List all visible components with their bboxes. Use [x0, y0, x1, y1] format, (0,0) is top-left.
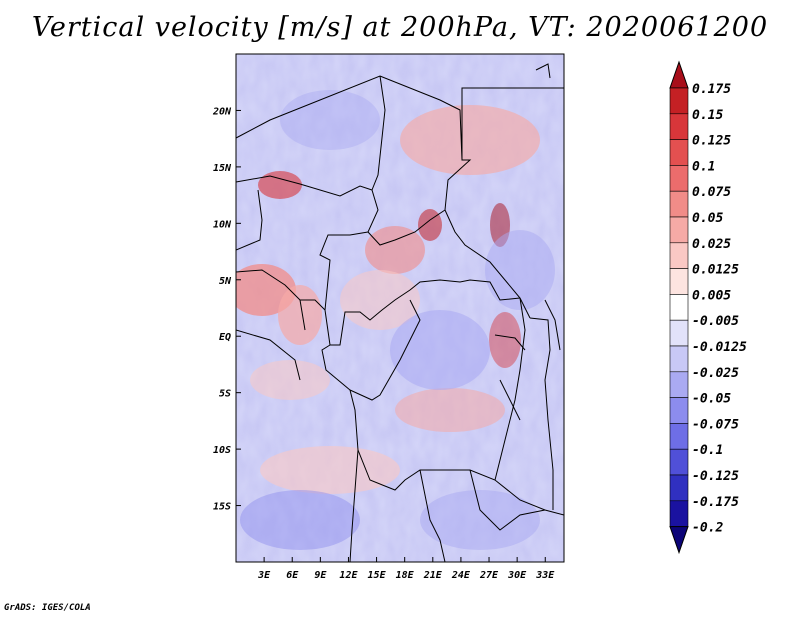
- lat-tick-label: 15S: [213, 502, 231, 513]
- footer-credit: GrADS: IGES/COLA: [4, 603, 91, 613]
- colorbar-label: 0.075: [692, 185, 731, 200]
- chart-title: Vertical velocity [m/s] at 200hPa, VT: 2…: [31, 12, 769, 43]
- colorbar-label: 0.15: [692, 108, 723, 123]
- colorbar: 0.175 0.15 0.125 0.1 0.075 0.05 0.025 0.0125 0.0…: [669, 60, 747, 555]
- map-frame: [235, 53, 565, 563]
- colorbar-top-arrow: [669, 60, 689, 89]
- colorbar-segment: [669, 190, 689, 218]
- lat-tick-label: 5S: [219, 389, 231, 400]
- colorbar-label: -0.175: [692, 495, 739, 510]
- colorbar-label: -0.0125: [692, 340, 747, 355]
- lat-tick-label: 5N: [219, 276, 232, 287]
- colorbar-label: 0.175: [692, 82, 731, 97]
- colorbar-label: 0.0125: [692, 263, 739, 278]
- lon-tick-label: 33E: [535, 570, 555, 581]
- lon-tick-label: 30E: [507, 570, 527, 581]
- colorbar-segment: [669, 474, 689, 502]
- colorbar-segment: [669, 397, 689, 424]
- lat-tick-label: EQ: [219, 332, 231, 343]
- lat-tick-label: 10N: [213, 219, 232, 230]
- lon-tick-label: 12E: [339, 570, 358, 581]
- lon-tick-label: 9E: [314, 570, 327, 581]
- colorbar-segment: [669, 165, 689, 192]
- colorbar-segment: [669, 319, 689, 347]
- lat-tick-label: 15N: [213, 163, 232, 174]
- velocity-field: [236, 54, 564, 562]
- colorbar-segment: [669, 216, 689, 244]
- longitude-axis: 3E 6E 9E 12E 15E 18E 21E 24E 27E 30E 33E: [257, 557, 555, 581]
- colorbar-segment: [669, 500, 689, 527]
- latitude-axis: 20N 15N 10N 5N EQ 5S 10S 15S: [212, 106, 241, 513]
- colorbar-segment: [669, 294, 689, 321]
- colorbar-label: 0.025: [692, 237, 731, 252]
- colorbar-label: -0.2: [692, 521, 723, 536]
- country-borders: [236, 63, 564, 562]
- lat-tick-label: 10S: [213, 445, 231, 456]
- colorbar-segment: [669, 448, 689, 476]
- colorbar-label: 0.1: [692, 159, 715, 174]
- colorbar-bottom-arrow: [669, 526, 689, 555]
- lon-tick-label: 15E: [368, 570, 387, 581]
- colorbar-segment: [669, 345, 689, 373]
- colorbar-label: 0.005: [692, 288, 731, 303]
- colorbar-segment: [669, 113, 689, 140]
- colorbar-label: 0.05: [692, 211, 723, 226]
- colorbar-label: -0.025: [692, 366, 739, 381]
- colorbar-label: -0.005: [692, 314, 739, 329]
- lon-tick-label: 21E: [423, 570, 443, 581]
- colorbar-label: -0.1: [692, 443, 723, 458]
- colorbar-segment: [669, 371, 689, 398]
- lon-tick-label: 27E: [479, 570, 499, 581]
- colorbar-segment: [669, 242, 689, 269]
- lon-tick-label: 18E: [396, 570, 415, 581]
- colorbar-segment: [669, 268, 689, 295]
- colorbar-label: -0.075: [692, 417, 739, 432]
- colorbar-label: -0.125: [692, 469, 739, 484]
- colorbar-segment: [669, 423, 689, 450]
- colorbar-segment: [669, 87, 689, 115]
- lat-tick-label: 20N: [212, 106, 232, 117]
- colorbar-label: -0.05: [692, 392, 731, 407]
- lon-tick-label: 24E: [451, 570, 471, 581]
- colorbar-label: 0.125: [692, 134, 731, 149]
- colorbar-segment: [669, 139, 689, 166]
- lon-tick-label: 6E: [286, 570, 299, 581]
- lon-tick-label: 3E: [257, 570, 271, 581]
